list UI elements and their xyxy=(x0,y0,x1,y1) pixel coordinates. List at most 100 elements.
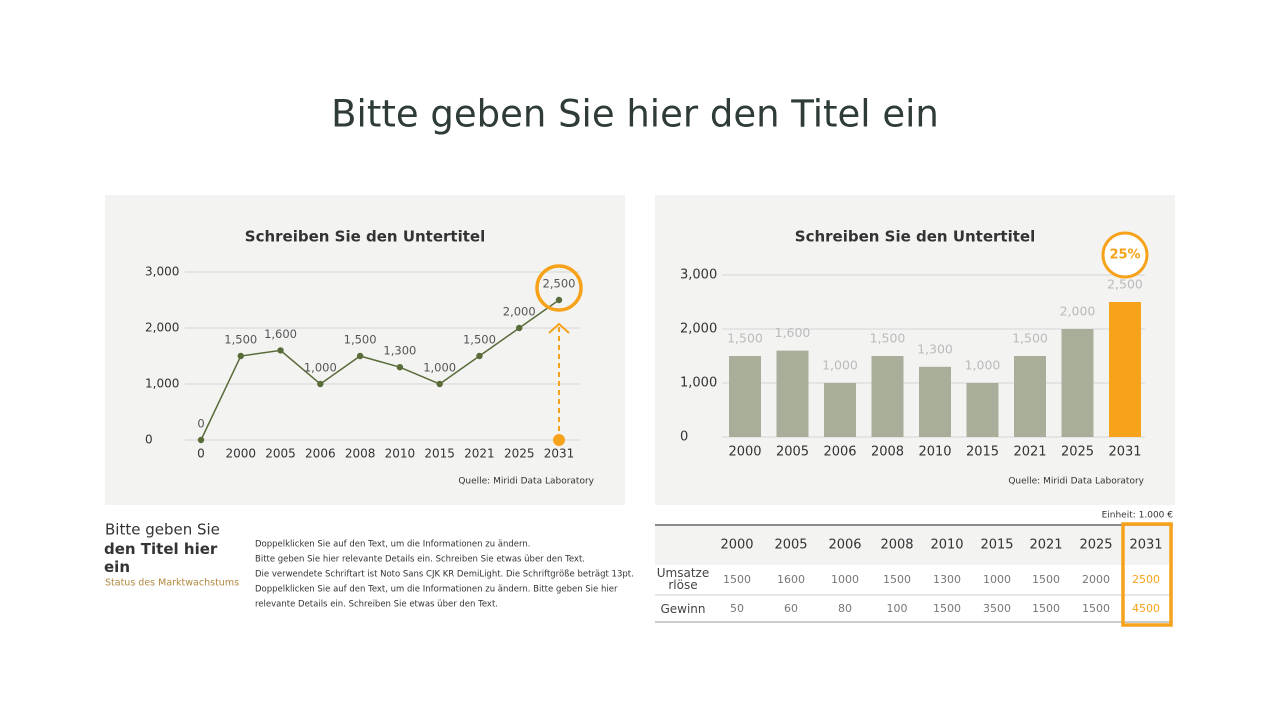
table-highlight xyxy=(1121,522,1173,627)
bar xyxy=(776,350,809,437)
table-header-bg xyxy=(655,525,1173,565)
point xyxy=(436,380,443,388)
table-cell: 2500 xyxy=(1132,573,1160,586)
table-cell: 1500 xyxy=(933,602,961,615)
point xyxy=(396,364,404,371)
table-header: 2000 xyxy=(720,538,753,553)
bar xyxy=(871,356,904,437)
table-cell: 4500 xyxy=(1132,602,1160,615)
value-label: 1,000 xyxy=(965,358,1001,373)
body-text: Doppelklicken Sie auf den Text, um die I… xyxy=(255,540,530,550)
body-text: Die verwendete Schriftart ist Noto Sans … xyxy=(255,570,634,580)
bar xyxy=(1061,329,1094,437)
table-header: 2025 xyxy=(1079,538,1112,553)
y-tick-label: 0 xyxy=(145,433,153,447)
value-label: 1,500 xyxy=(1012,331,1048,346)
y-tick-label: 0 xyxy=(680,430,688,445)
value-label: 1,000 xyxy=(304,361,337,375)
table-cell: 100 xyxy=(887,602,908,615)
table-cell: 80 xyxy=(838,602,852,615)
value-label: 1,500 xyxy=(224,333,257,347)
value-label: 1,500 xyxy=(463,333,496,347)
value-label: 2,500 xyxy=(543,277,576,291)
row-label: Gewinn xyxy=(660,602,706,616)
y-tick-label: 2,000 xyxy=(680,322,717,337)
value-label: 1,600 xyxy=(775,325,811,340)
bar xyxy=(1014,356,1046,437)
y-tick-label: 2,000 xyxy=(145,321,179,335)
panel xyxy=(105,195,625,505)
x-tick-label: 2000 xyxy=(226,447,257,461)
point xyxy=(197,436,205,444)
table-header: 2008 xyxy=(880,538,913,553)
value-label: 1,500 xyxy=(870,331,906,346)
bar xyxy=(729,356,761,437)
highlight-arrow xyxy=(548,322,570,334)
table-cell: 1500 xyxy=(1032,573,1060,586)
value-label: 1,500 xyxy=(727,331,763,346)
value-label: 1,600 xyxy=(264,327,297,341)
text-title: Bitte geben Sie xyxy=(105,521,220,539)
table-header: 2010 xyxy=(930,538,963,553)
annotation: 25% xyxy=(1109,248,1140,263)
annotation-ring xyxy=(1101,231,1149,279)
x-tick-label: 2015 xyxy=(966,445,999,460)
table-unit: Einheit: 1.000 € xyxy=(1102,511,1174,521)
x-tick-label: 2031 xyxy=(544,447,575,461)
x-tick-label: 2025 xyxy=(504,447,535,461)
value-label: 1,000 xyxy=(423,361,456,375)
x-tick-label: 2021 xyxy=(1013,445,1046,460)
table-header: 2021 xyxy=(1029,538,1062,553)
body-text: Bitte geben Sie hier relevante Details e… xyxy=(255,555,585,565)
body-text: relevante Details ein. Schreiben Sie etw… xyxy=(255,600,498,610)
body-text: Doppelklicken Sie auf den Text, um die I… xyxy=(255,585,618,595)
value-label: 1,300 xyxy=(917,341,953,356)
table-cell: 60 xyxy=(784,602,798,615)
table-cell: 3500 xyxy=(983,602,1011,615)
point xyxy=(555,296,563,304)
point xyxy=(237,352,244,360)
x-tick-label: 2031 xyxy=(1108,445,1141,460)
value-label: 0 xyxy=(197,417,204,431)
x-tick-label: 2005 xyxy=(265,447,296,461)
table-cell: 1500 xyxy=(1082,602,1110,615)
page-title: Bitte geben Sie hier den Titel ein xyxy=(331,93,939,136)
line xyxy=(200,299,560,441)
text-title-bold: den Titel hier ein xyxy=(104,540,218,576)
highlight-ring xyxy=(535,264,583,312)
bar xyxy=(966,383,999,437)
table-cell: 50 xyxy=(730,602,744,615)
chart-source: Quelle: Miridi Data Laboratory xyxy=(1008,477,1144,487)
point xyxy=(356,352,364,360)
table-cell: 1300 xyxy=(933,573,961,586)
chart-title: Schreiben Sie den Untertitel xyxy=(245,228,485,246)
value-label: 2,000 xyxy=(1060,304,1096,319)
bar xyxy=(919,366,951,437)
point xyxy=(277,347,284,354)
y-tick-label: 1,000 xyxy=(145,377,179,391)
point xyxy=(476,352,483,360)
table-cell: 1500 xyxy=(723,573,751,586)
value-label: 1,000 xyxy=(822,358,858,373)
row-label: Umsatze rlöse xyxy=(656,566,710,592)
x-tick-label: 2008 xyxy=(345,447,376,461)
chart-title: Schreiben Sie den Untertitel xyxy=(795,228,1035,246)
y-tick-label: 3,000 xyxy=(145,265,179,279)
table-cell: 1000 xyxy=(831,573,859,586)
y-tick-label: 3,000 xyxy=(680,268,717,283)
text-title-2: den Titel hier ein xyxy=(104,540,218,576)
x-tick-label: 2015 xyxy=(424,447,455,461)
x-tick-label: 2010 xyxy=(918,445,951,460)
x-tick-label: 0 xyxy=(197,447,205,461)
x-tick-label: 2000 xyxy=(728,445,761,460)
value-label: 1,500 xyxy=(344,333,377,347)
table-header: 2031 xyxy=(1129,538,1162,553)
table-cell: 1500 xyxy=(1032,602,1060,615)
x-tick-label: 2005 xyxy=(776,445,809,460)
table-cell: 2000 xyxy=(1082,573,1110,586)
point xyxy=(516,324,523,332)
value-label: 1,300 xyxy=(383,344,416,358)
table-header: 2015 xyxy=(980,538,1013,553)
bar xyxy=(824,383,856,437)
